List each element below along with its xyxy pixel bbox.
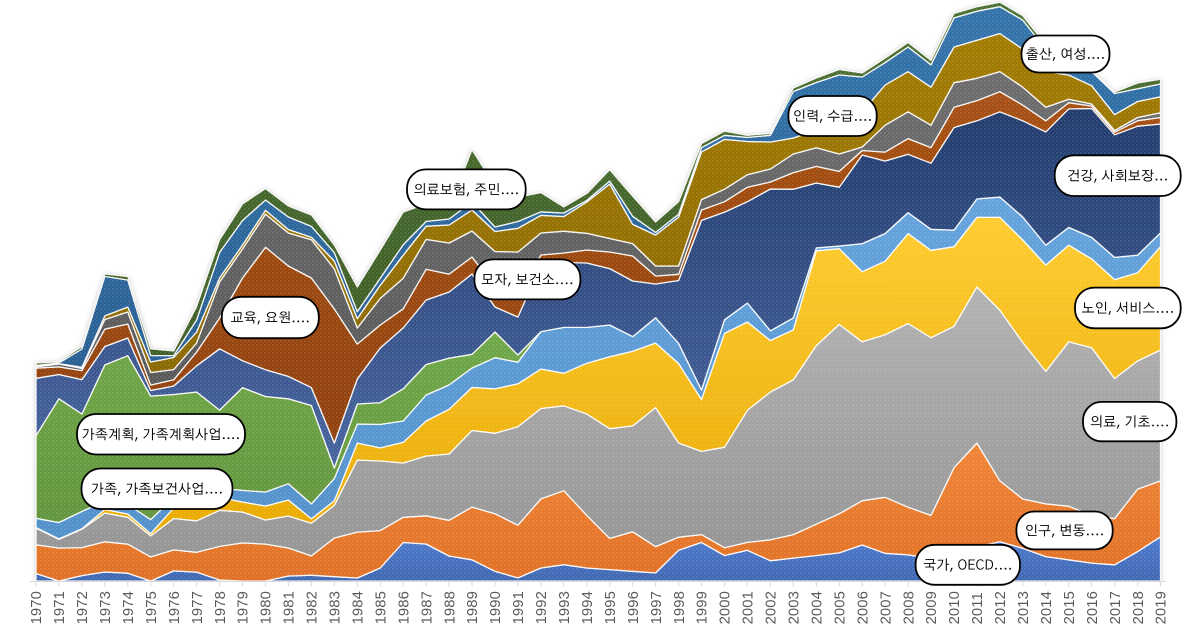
svg-text:1989: 1989 bbox=[465, 591, 481, 624]
svg-text:1971: 1971 bbox=[52, 591, 68, 624]
svg-text:2013: 2013 bbox=[1016, 591, 1032, 624]
svg-text:1993: 1993 bbox=[557, 591, 573, 624]
svg-text:1977: 1977 bbox=[190, 591, 206, 624]
svg-text:2014: 2014 bbox=[1039, 591, 1055, 624]
svg-text:1992: 1992 bbox=[534, 591, 550, 624]
svg-text:2008: 2008 bbox=[901, 591, 917, 624]
svg-text:1988: 1988 bbox=[442, 591, 458, 624]
svg-text:1984: 1984 bbox=[351, 591, 367, 624]
svg-text:2000: 2000 bbox=[718, 591, 734, 624]
svg-text:1972: 1972 bbox=[75, 591, 91, 624]
svg-text:2016: 2016 bbox=[1085, 591, 1101, 624]
svg-text:2009: 2009 bbox=[924, 591, 940, 624]
svg-text:2006: 2006 bbox=[855, 591, 871, 624]
svg-text:1996: 1996 bbox=[626, 591, 642, 624]
svg-text:1983: 1983 bbox=[328, 591, 344, 624]
svg-text:2015: 2015 bbox=[1062, 591, 1078, 624]
svg-text:2010: 2010 bbox=[947, 591, 963, 624]
svg-text:1973: 1973 bbox=[98, 591, 114, 624]
svg-text:2007: 2007 bbox=[878, 591, 894, 624]
svg-text:2005: 2005 bbox=[832, 591, 848, 624]
svg-text:1998: 1998 bbox=[672, 591, 688, 624]
svg-text:1974: 1974 bbox=[121, 591, 137, 624]
svg-text:1980: 1980 bbox=[259, 591, 275, 624]
svg-text:2019: 2019 bbox=[1154, 591, 1170, 624]
svg-text:2002: 2002 bbox=[764, 591, 780, 624]
svg-text:1997: 1997 bbox=[649, 591, 665, 624]
svg-text:1978: 1978 bbox=[213, 591, 229, 624]
svg-text:1982: 1982 bbox=[305, 591, 321, 624]
svg-text:2001: 2001 bbox=[741, 591, 757, 624]
svg-text:1970: 1970 bbox=[29, 591, 45, 624]
svg-text:1981: 1981 bbox=[282, 591, 298, 624]
svg-text:1975: 1975 bbox=[144, 591, 160, 624]
svg-text:2012: 2012 bbox=[993, 591, 1009, 624]
svg-text:1995: 1995 bbox=[603, 591, 619, 624]
svg-text:1986: 1986 bbox=[396, 591, 412, 624]
svg-text:1994: 1994 bbox=[580, 591, 596, 624]
svg-text:1991: 1991 bbox=[511, 591, 527, 624]
svg-text:1979: 1979 bbox=[236, 591, 252, 624]
svg-text:2017: 2017 bbox=[1108, 591, 1124, 624]
svg-text:2004: 2004 bbox=[810, 591, 826, 624]
svg-text:1976: 1976 bbox=[167, 591, 183, 624]
svg-text:2003: 2003 bbox=[787, 591, 803, 624]
svg-text:1999: 1999 bbox=[695, 591, 711, 624]
svg-text:1985: 1985 bbox=[373, 591, 389, 624]
svg-text:1987: 1987 bbox=[419, 591, 435, 624]
svg-text:2018: 2018 bbox=[1131, 591, 1147, 624]
svg-text:2011: 2011 bbox=[970, 592, 986, 624]
svg-text:1990: 1990 bbox=[488, 591, 504, 624]
